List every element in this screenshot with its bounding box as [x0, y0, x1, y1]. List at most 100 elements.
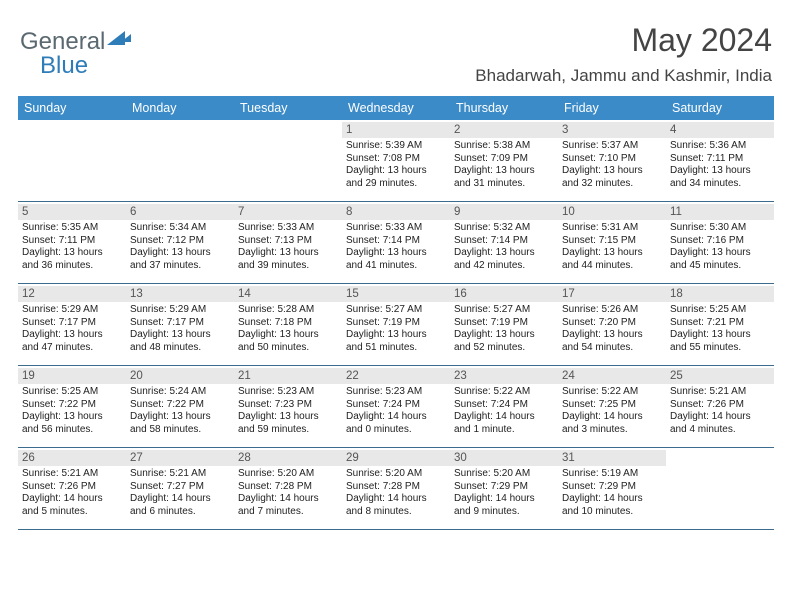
week-row: 12Sunrise: 5:29 AMSunset: 7:17 PMDayligh…	[18, 284, 774, 366]
day-cell: 16Sunrise: 5:27 AMSunset: 7:19 PMDayligh…	[450, 284, 558, 365]
daylight-text: Daylight: 13 hours and 41 minutes.	[346, 247, 446, 272]
sunrise-text: Sunrise: 5:39 AM	[346, 140, 446, 153]
day-number: 20	[126, 368, 234, 384]
sunset-text: Sunset: 7:24 PM	[454, 399, 554, 412]
sunset-text: Sunset: 7:11 PM	[22, 235, 122, 248]
sunset-text: Sunset: 7:29 PM	[562, 481, 662, 494]
sunrise-text: Sunrise: 5:25 AM	[22, 386, 122, 399]
day-cell: 29Sunrise: 5:20 AMSunset: 7:28 PMDayligh…	[342, 448, 450, 529]
sunrise-text: Sunrise: 5:29 AM	[22, 304, 122, 317]
week-row: 26 Sunrise: 5:21 AMSunset: 7:26 PM Dayligh…	[18, 448, 774, 530]
daylight-text: Daylight: 14 hours and 1 minute.	[454, 411, 554, 436]
day-number: 12	[18, 286, 126, 302]
day-number: 29	[342, 450, 450, 466]
sunset-text: Sunset: 7:16 PM	[670, 235, 770, 248]
sunrise-text: Sunrise: 5:21 AM	[22, 468, 122, 481]
day-number: 26	[18, 450, 126, 466]
sunrise-text: Sunrise: 5:19 AM	[562, 468, 662, 481]
day-cell: 28Sunrise: 5:20 AMSunset: 7:28 PMDayligh…	[234, 448, 342, 529]
sunrise-text: Sunrise: 5:23 AM	[346, 386, 446, 399]
day-number: 17	[558, 286, 666, 302]
sunrise-text: Sunrise: 5:20 AM	[346, 468, 446, 481]
day-cell: 10Sunrise: 5:31 AMSunset: 7:15 PMDayligh…	[558, 202, 666, 283]
daylight-text: Daylight: 13 hours and 31 minutes.	[454, 165, 554, 190]
week-row: ...1Sunrise: 5:39 AMSunset: 7:08 PMDayli…	[18, 120, 774, 202]
daylight-text: Daylight: 13 hours and 45 minutes.	[670, 247, 770, 272]
day-number: 22	[342, 368, 450, 384]
sunset-text: Sunset: 7:11 PM	[670, 153, 770, 166]
day-cell: 8Sunrise: 5:33 AMSunset: 7:14 PMDaylight…	[342, 202, 450, 283]
day-cell: 15Sunrise: 5:27 AMSunset: 7:19 PMDayligh…	[342, 284, 450, 365]
day-number: 31	[558, 450, 666, 466]
daylight-text: Daylight: 13 hours and 37 minutes.	[130, 247, 230, 272]
sunset-text: Sunset: 7:26 PM	[22, 481, 122, 494]
sunset-text: Sunset: 7:08 PM	[346, 153, 446, 166]
day-cell: 17Sunrise: 5:26 AMSunset: 7:20 PMDayligh…	[558, 284, 666, 365]
daylight-text: Daylight: 13 hours and 58 minutes.	[130, 411, 230, 436]
day-cell: 27Sunrise: 5:21 AMSunset: 7:27 PMDayligh…	[126, 448, 234, 529]
day-number: 5	[18, 204, 126, 220]
daylight-text: Daylight: 13 hours and 51 minutes.	[346, 329, 446, 354]
daylight-text: Daylight: 14 hours and 7 minutes.	[238, 493, 338, 518]
sunrise-text: Sunrise: 5:27 AM	[346, 304, 446, 317]
sunrise-text: Sunrise: 5:24 AM	[130, 386, 230, 399]
sunrise-text: Sunrise: 5:28 AM	[238, 304, 338, 317]
sunset-text: Sunset: 7:17 PM	[130, 317, 230, 330]
daylight-text: Daylight: 13 hours and 56 minutes.	[22, 411, 122, 436]
day-cell: 5Sunrise: 5:35 AMSunset: 7:11 PMDaylight…	[18, 202, 126, 283]
day-cell: 11 Sunrise: 5:30 AMSunset: 7:16 PMDayligh…	[666, 202, 774, 283]
daylight-text: Daylight: 13 hours and 39 minutes.	[238, 247, 338, 272]
day-cell: 22Sunrise: 5:23 AMSunset: 7:24 PMDayligh…	[342, 366, 450, 447]
day-cell: 2Sunrise: 5:38 AMSunset: 7:09 PMDaylight…	[450, 120, 558, 201]
daylight-text: Daylight: 13 hours and 29 minutes.	[346, 165, 446, 190]
sunset-text: Sunset: 7:23 PM	[238, 399, 338, 412]
sunrise-text: Sunrise: 5:33 AM	[346, 222, 446, 235]
daylight-text: Daylight: 14 hours and 8 minutes.	[346, 493, 446, 518]
logo-triangle2-icon	[121, 34, 131, 42]
day-number: 10	[558, 204, 666, 220]
location-subtitle: Bhadarwah, Jammu and Kashmir, India	[475, 66, 772, 86]
daylight-text: Daylight: 13 hours and 42 minutes.	[454, 247, 554, 272]
calendar-grid: Sunday Monday Tuesday Wednesday Thursday…	[18, 96, 774, 530]
sunset-text: Sunset: 7:25 PM	[562, 399, 662, 412]
day-number: 25	[666, 368, 774, 384]
day-cell: 13Sunrise: 5:29 AMSunset: 7:17 PMDayligh…	[126, 284, 234, 365]
sunset-text: Sunset: 7:14 PM	[346, 235, 446, 248]
weekday-header: Friday	[558, 96, 666, 120]
weekday-header: Wednesday	[342, 96, 450, 120]
sunrise-text: Sunrise: 5:38 AM	[454, 140, 554, 153]
day-cell: 9Sunrise: 5:32 AMSunset: 7:14 PMDaylight…	[450, 202, 558, 283]
day-number: 11	[666, 204, 774, 220]
day-number: 30	[450, 450, 558, 466]
daylight-text: Daylight: 13 hours and 44 minutes.	[562, 247, 662, 272]
sunrise-text: Sunrise: 5:30 AM	[670, 222, 770, 235]
daylight-text: Daylight: 13 hours and 32 minutes.	[562, 165, 662, 190]
daylight-text: Daylight: 14 hours and 4 minutes.	[670, 411, 770, 436]
day-cell: .	[666, 448, 774, 529]
sunrise-text: Sunrise: 5:31 AM	[562, 222, 662, 235]
day-cell: 31 Sunrise: 5:19 AMSunset: 7:29 PMDayligh…	[558, 448, 666, 529]
day-cell: 1Sunrise: 5:39 AMSunset: 7:08 PMDaylight…	[342, 120, 450, 201]
sunset-text: Sunset: 7:14 PM	[454, 235, 554, 248]
sunset-text: Sunset: 7:17 PM	[22, 317, 122, 330]
day-cell: 19Sunrise: 5:25 AMSunset: 7:22 PMDayligh…	[18, 366, 126, 447]
day-number: 23	[450, 368, 558, 384]
daylight-text: Daylight: 14 hours and 3 minutes.	[562, 411, 662, 436]
daylight-text: Daylight: 14 hours and 9 minutes.	[454, 493, 554, 518]
day-cell: .	[234, 120, 342, 201]
daylight-text: Daylight: 13 hours and 52 minutes.	[454, 329, 554, 354]
sunrise-text: Sunrise: 5:22 AM	[454, 386, 554, 399]
day-cell: 3Sunrise: 5:37 AMSunset: 7:10 PMDaylight…	[558, 120, 666, 201]
day-cell: 14Sunrise: 5:28 AMSunset: 7:18 PMDayligh…	[234, 284, 342, 365]
sunrise-text: Sunrise: 5:37 AM	[562, 140, 662, 153]
daylight-text: Daylight: 14 hours and 10 minutes.	[562, 493, 662, 518]
day-cell: .	[18, 120, 126, 201]
weekday-header: Saturday	[666, 96, 774, 120]
day-cell: 4Sunrise: 5:36 AMSunset: 7:11 PMDaylight…	[666, 120, 774, 201]
day-number: 28	[234, 450, 342, 466]
day-number: 13	[126, 286, 234, 302]
daylight-text: Daylight: 13 hours and 54 minutes.	[562, 329, 662, 354]
day-cell: 26Sunrise: 5:21 AMSunset: 7:26 PMDayligh…	[18, 448, 126, 529]
sunrise-text: Sunrise: 5:35 AM	[22, 222, 122, 235]
day-cell: 21Sunrise: 5:23 AMSunset: 7:23 PMDayligh…	[234, 366, 342, 447]
